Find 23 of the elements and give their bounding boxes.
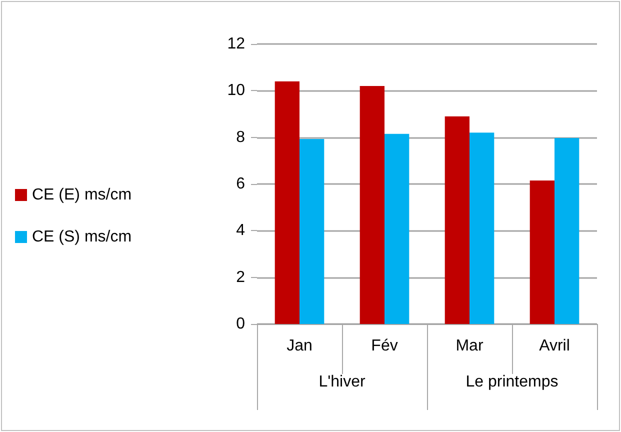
y-tick-label: 12 [227, 36, 246, 52]
y-tick-label: 4 [236, 222, 246, 240]
bar [360, 86, 384, 324]
legend-label: CE (S) ms/cm [32, 228, 132, 246]
bar [444, 116, 470, 324]
text: Le printemps [466, 374, 558, 390]
y-tick-label: 8 [236, 128, 246, 146]
bar [300, 138, 324, 324]
bar [470, 132, 494, 324]
x-tick-label: Mar [456, 338, 484, 354]
legend-label: CE (E) ms/cm [32, 186, 132, 204]
x-tick-label: Avril [539, 338, 570, 354]
y-tick-label: 2 [236, 268, 246, 286]
bar [274, 81, 300, 324]
x-tick-label: Fév [371, 338, 398, 354]
bar [554, 138, 580, 324]
y-tick-label: 10 [227, 82, 246, 100]
y-tick-label: 0 [236, 316, 246, 332]
text: L'hiver [318, 374, 366, 390]
x-tick-label: Jan [286, 338, 312, 354]
y-tick-label: 6 [236, 176, 246, 192]
bar [384, 134, 410, 324]
bar [530, 180, 554, 324]
